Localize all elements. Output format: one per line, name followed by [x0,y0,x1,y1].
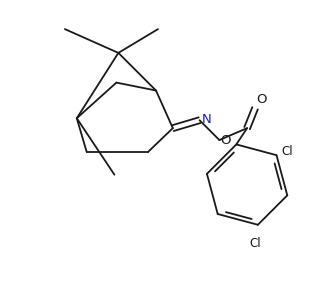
Text: O: O [220,134,231,146]
Text: Cl: Cl [249,237,261,250]
Text: O: O [256,93,266,106]
Text: Cl: Cl [281,145,293,158]
Text: N: N [202,113,211,126]
